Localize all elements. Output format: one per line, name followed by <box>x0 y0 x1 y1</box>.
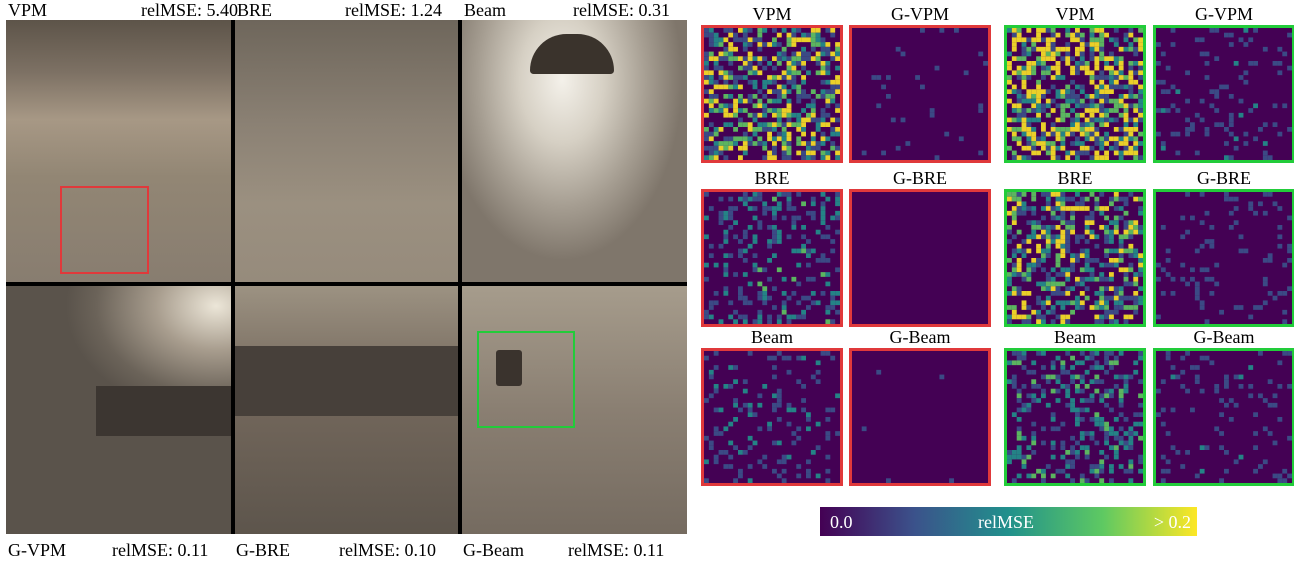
beam-label: Beam <box>464 0 506 20</box>
g-bre-relmse-label: relMSE: 0.10 <box>339 540 436 560</box>
heatmap-title: BRE <box>1057 168 1093 188</box>
render-tile-vpm <box>6 20 231 282</box>
beam-relmse-label: relMSE: 0.31 <box>573 0 670 20</box>
heatmap-panel <box>1153 25 1294 163</box>
divider-vertical-2 <box>458 20 462 534</box>
vpm-relmse-label: relMSE: 5.40 <box>141 0 238 20</box>
heatmap-title: G-Beam <box>1193 327 1255 347</box>
divider-vertical-1 <box>231 20 235 534</box>
g-vpm-relmse-label: relMSE: 0.11 <box>112 540 209 560</box>
bre-relmse-label: relMSE: 1.24 <box>345 0 442 20</box>
g-beam-relmse-label: relMSE: 0.11 <box>568 540 665 560</box>
green-highlight-box <box>477 331 575 428</box>
vpm-label: VPM <box>8 0 48 20</box>
heatmap-panel <box>1004 348 1146 486</box>
colorbar-title: relMSE <box>978 512 1034 532</box>
heatmap-panel <box>701 25 843 163</box>
red-highlight-box <box>60 186 149 274</box>
heatmap-title: G-Beam <box>889 327 951 347</box>
colorbar-min-label: 0.0 <box>830 512 853 532</box>
heatmap-panel <box>701 348 843 486</box>
heatmap-panel <box>1004 25 1146 163</box>
colorbar-max-label: > 0.2 <box>1153 512 1191 532</box>
render-tile-g-vpm <box>6 286 231 534</box>
g-vpm-label: G-VPM <box>8 540 67 560</box>
heatmap-title: Beam <box>1054 327 1096 347</box>
desk-surface <box>96 386 231 436</box>
heatmap-panel <box>1153 348 1294 486</box>
render-composite <box>6 20 687 534</box>
divider-horizontal <box>6 282 687 286</box>
heatmap-title: G-BRE <box>1197 168 1251 188</box>
heatmap-panel <box>701 189 843 327</box>
render-tile-beam <box>462 20 687 282</box>
heatmap-panel <box>1004 189 1146 327</box>
heatmap-title: Beam <box>751 327 793 347</box>
heatmap-title: G-VPM <box>890 4 949 24</box>
render-tile-bre <box>234 20 459 282</box>
relmse-colorbar: 0.0 relMSE > 0.2 <box>820 507 1197 536</box>
bre-label: BRE <box>237 0 273 20</box>
heatmap-title: G-VPM <box>1194 4 1253 24</box>
g-beam-label: G-Beam <box>463 540 524 560</box>
render-tile-g-bre <box>234 286 459 534</box>
heatmap-title: BRE <box>754 168 790 188</box>
g-bre-label: G-BRE <box>236 540 290 560</box>
heatmap-title: G-BRE <box>893 168 947 188</box>
heatmap-panel <box>849 189 991 327</box>
heatmap-panel <box>1153 189 1294 327</box>
heatmap-title: VPM <box>752 4 792 24</box>
heatmap-title: VPM <box>1055 4 1095 24</box>
mug <box>496 350 522 386</box>
heatmap-panel <box>849 25 991 163</box>
heatmap-panel <box>849 348 991 486</box>
table-surface <box>234 346 459 416</box>
lamp-shade <box>530 34 614 74</box>
